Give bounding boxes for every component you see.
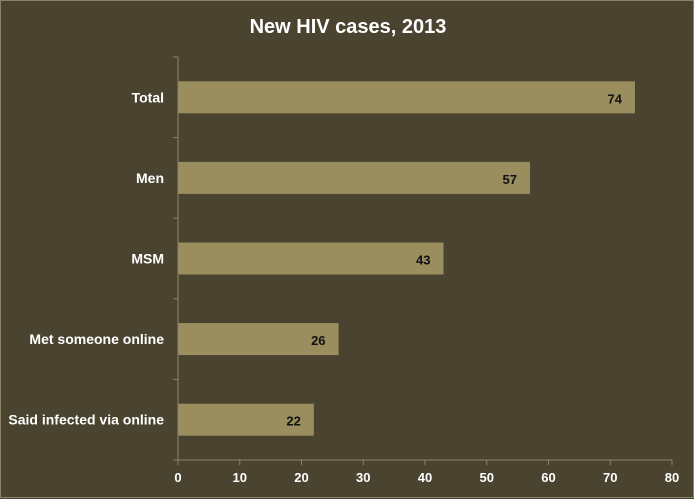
x-tick-label: 30 <box>356 470 370 485</box>
data-label: 22 <box>286 414 300 429</box>
category-label: Total <box>132 89 164 105</box>
bar <box>178 81 635 114</box>
category-label: Men <box>136 170 164 186</box>
x-tick-label: 70 <box>603 470 617 485</box>
x-tick-label: 0 <box>174 470 181 485</box>
x-tick-label: 10 <box>233 470 247 485</box>
category-labels: Total Men MSM Met someone online Said infect… <box>8 89 164 427</box>
bar <box>178 161 530 194</box>
x-tick-label: 50 <box>480 470 494 485</box>
chart-title: New HIV cases, 2013 <box>249 16 447 38</box>
category-label: Said infected via online <box>8 412 164 428</box>
axes: 0 10 20 30 40 50 60 70 80 <box>173 56 679 485</box>
data-label: 57 <box>503 172 517 187</box>
data-labels: 74 57 43 26 22 <box>286 91 622 428</box>
x-tick-label: 80 <box>665 470 679 485</box>
data-label: 26 <box>311 333 325 348</box>
category-label: MSM <box>131 251 164 267</box>
data-label: 74 <box>607 91 622 106</box>
bar <box>178 242 444 275</box>
bar <box>178 323 339 356</box>
x-tick-label: 40 <box>418 470 432 485</box>
bar <box>178 403 314 436</box>
bars-group <box>178 81 635 436</box>
x-tick-label: 60 <box>541 470 555 485</box>
data-label: 43 <box>416 253 430 268</box>
x-tick-label: 20 <box>294 470 308 485</box>
category-label: Met someone online <box>29 331 164 347</box>
